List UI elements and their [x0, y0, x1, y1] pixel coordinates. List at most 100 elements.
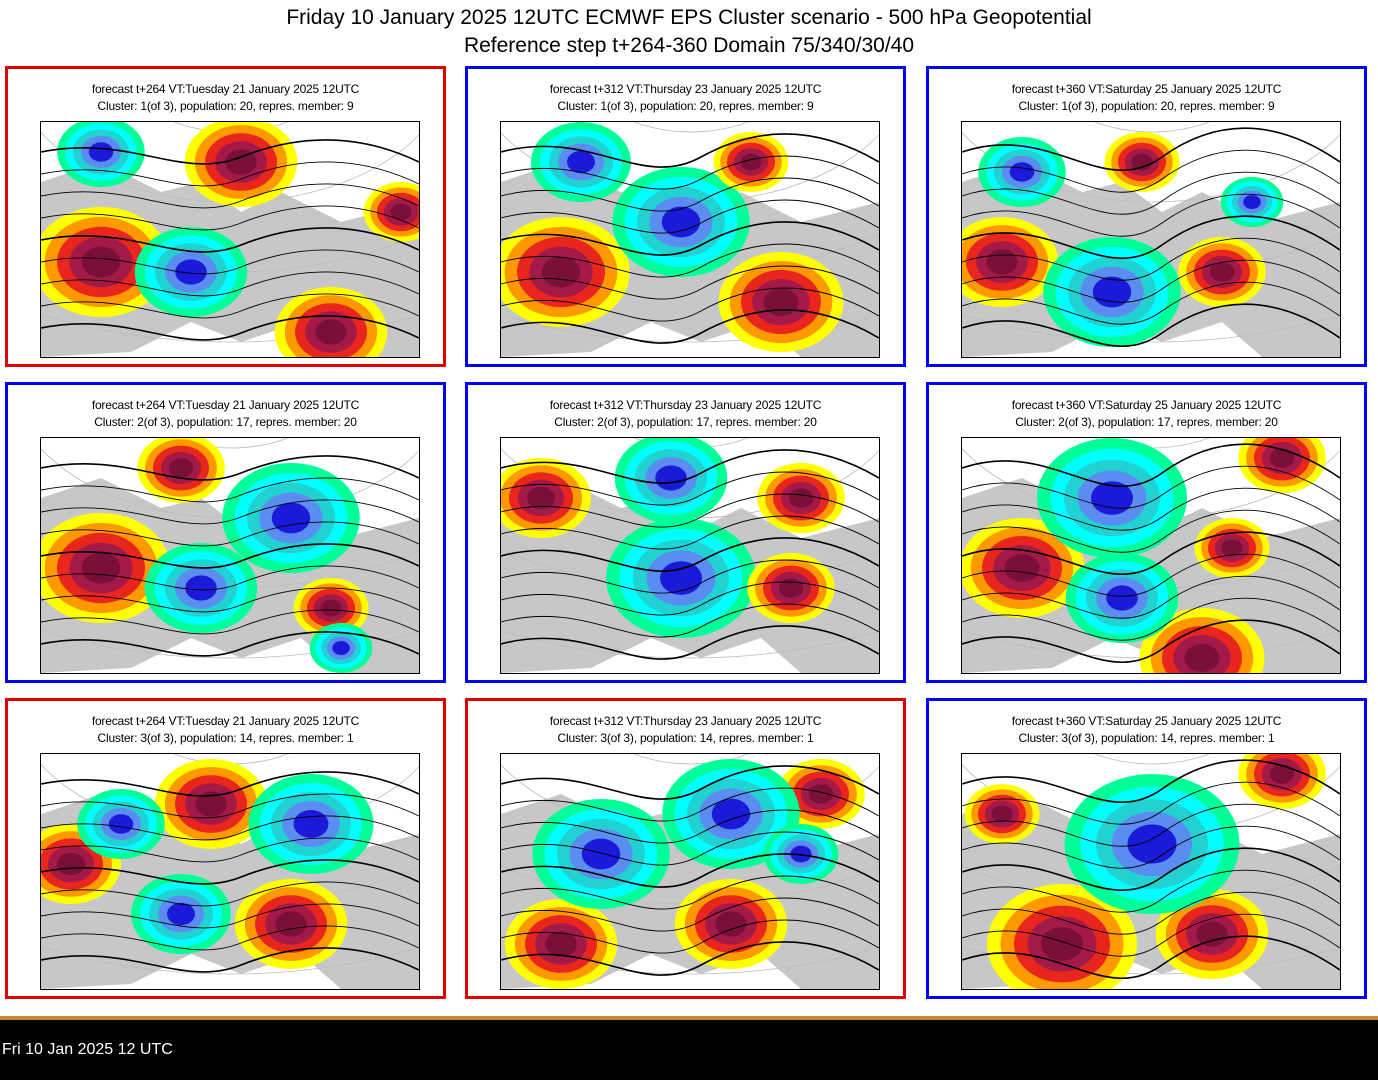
positive-anomaly-contour [778, 578, 804, 598]
positive-anomaly-contour [991, 805, 1013, 823]
cluster-panel[interactable]: forecast t+312 VT:Thursday 23 January 20… [465, 698, 906, 999]
negative-anomaly-contour [185, 575, 217, 601]
geopotential-isoline [41, 859, 419, 885]
geopotential-map [961, 121, 1341, 358]
positive-anomaly-contour [315, 319, 347, 345]
geopotential-isoline [962, 913, 1340, 957]
latitude-circle [633, 122, 749, 133]
geopotential-isoline [501, 309, 879, 344]
geopotential-isoline [501, 515, 879, 550]
panel-caption: forecast t+312 VT:Thursday 23 January 20… [468, 713, 903, 747]
geopotential-isoline [962, 259, 1340, 303]
geopotential-isoline [501, 625, 879, 660]
geopotential-isoline [962, 803, 1340, 847]
negative-anomaly-contour [88, 142, 114, 162]
geopotential-isoline [962, 193, 1340, 237]
positive-anomaly-contour [788, 488, 814, 508]
cluster-info-label: Cluster: 1(of 3), population: 20, repres… [557, 99, 814, 113]
geopotential-isoline [41, 837, 419, 863]
geopotential-isoline [501, 287, 879, 322]
negative-anomaly-contour [790, 845, 812, 863]
geopotential-isoline [501, 603, 879, 638]
geopotential-isoline [41, 903, 419, 929]
negative-anomaly-contour [1091, 481, 1133, 515]
forecast-time-label: forecast t+264 VT:Tuesday 21 January 202… [91, 714, 360, 728]
geopotential-isoline [962, 847, 1340, 892]
positive-anomaly-contour [541, 256, 581, 288]
panel-caption: forecast t+264 VT:Tuesday 21 January 202… [8, 713, 443, 747]
geopotential-map [961, 437, 1341, 674]
geopotential-isoline [962, 149, 1340, 193]
anomaly-map-graphic [41, 122, 419, 357]
cluster-panel[interactable]: forecast t+264 VT:Tuesday 21 January 202… [5, 382, 446, 683]
panel-caption: forecast t+360 VT:Saturday 25 January 20… [929, 81, 1364, 115]
geopotential-isoline [501, 449, 879, 484]
anomaly-map-graphic [501, 438, 879, 673]
geopotential-isoline [41, 499, 419, 525]
positive-anomaly-contour [168, 458, 194, 478]
anomaly-map-graphic [962, 438, 1340, 673]
geopotential-isoline [501, 941, 879, 976]
positive-anomaly-contour [225, 149, 257, 175]
geopotential-isoline [962, 531, 1340, 576]
geopotential-isoline [962, 619, 1340, 664]
title-line-2: Reference step t+264-360 Domain 75/340/3… [463, 34, 915, 57]
positive-anomaly-contour [1196, 921, 1228, 947]
positive-anomaly-contour [57, 852, 85, 876]
cluster-panel[interactable]: forecast t+264 VT:Tuesday 21 January 202… [5, 66, 446, 367]
cluster-panel[interactable]: forecast t+264 VT:Tuesday 21 January 202… [5, 698, 446, 999]
panel-caption: forecast t+264 VT:Tuesday 21 January 202… [8, 81, 443, 115]
geopotential-isoline [41, 227, 419, 253]
geopotential-isoline [501, 155, 879, 190]
geopotential-isoline [501, 265, 879, 300]
cluster-panel[interactable]: forecast t+312 VT:Thursday 23 January 20… [465, 66, 906, 367]
geopotential-isoline [501, 493, 879, 528]
negative-anomaly-contour [567, 150, 595, 174]
geopotential-isoline [962, 825, 1340, 869]
latitude-circle [962, 314, 1340, 343]
latitude-circle [501, 630, 879, 659]
panel-caption: forecast t+312 VT:Thursday 23 January 20… [468, 81, 903, 115]
geopotential-isoline [41, 543, 419, 569]
geopotential-isoline [501, 853, 879, 888]
geopotential-isoline [41, 139, 419, 165]
anomaly-map-graphic [962, 754, 1340, 989]
latitude-circle [41, 314, 419, 343]
cluster-panel[interactable]: forecast t+360 VT:Saturday 25 January 20… [926, 698, 1367, 999]
cluster-panel[interactable]: forecast t+360 VT:Saturday 25 January 20… [926, 382, 1367, 683]
geopotential-isoline [962, 443, 1340, 488]
latitude-circle [501, 314, 879, 343]
negative-anomaly-contour [1009, 162, 1035, 182]
geopotential-isoline [962, 281, 1340, 325]
forecast-time-label: forecast t+264 VT:Tuesday 21 January 202… [91, 82, 360, 96]
negative-anomaly-contour [1092, 276, 1132, 308]
anomaly-map-graphic [501, 122, 879, 357]
geopotential-isoline [501, 581, 879, 616]
positive-anomaly-contour [1041, 927, 1083, 961]
negative-anomaly-contour [167, 902, 195, 926]
positive-anomaly-contour [1209, 262, 1235, 282]
geopotential-isoline [41, 881, 419, 907]
positive-anomaly-contour [81, 552, 121, 584]
geopotential-map [500, 121, 880, 358]
geopotential-isoline [501, 831, 879, 866]
geopotential-isoline [962, 487, 1340, 531]
negative-anomaly-contour [711, 798, 751, 830]
positive-anomaly-contour [740, 153, 762, 171]
negative-anomaly-contour [293, 810, 329, 838]
geopotential-map [40, 437, 420, 674]
geopotential-map [40, 121, 420, 358]
negative-anomaly-contour [271, 502, 311, 534]
cluster-panel[interactable]: forecast t+360 VT:Saturday 25 January 20… [926, 66, 1367, 367]
geopotential-map [40, 753, 420, 990]
cluster-panel[interactable]: forecast t+312 VT:Thursday 23 January 20… [465, 382, 906, 683]
positive-anomaly-contour [1131, 153, 1153, 171]
geopotential-isoline [501, 471, 879, 506]
positive-anomaly-contour [1004, 554, 1040, 582]
geopotential-isoline [41, 947, 419, 973]
positive-anomaly-contour [1269, 448, 1295, 468]
geopotential-isoline [501, 199, 879, 234]
geopotential-isoline [962, 891, 1340, 935]
geopotential-isoline [962, 575, 1340, 619]
geopotential-isoline [962, 781, 1340, 825]
